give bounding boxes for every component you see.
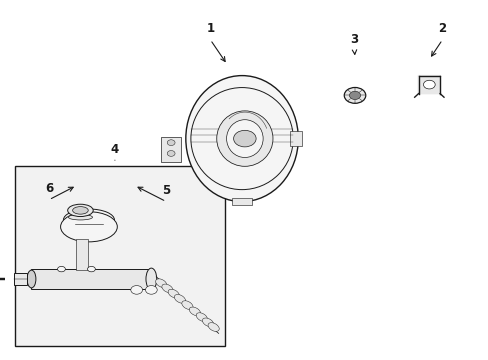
Circle shape [349, 91, 360, 99]
Text: 2: 2 [438, 22, 446, 35]
Ellipse shape [162, 284, 173, 293]
Ellipse shape [27, 270, 36, 288]
Ellipse shape [155, 279, 166, 288]
Text: 5: 5 [162, 184, 170, 197]
Ellipse shape [168, 289, 179, 298]
Ellipse shape [182, 301, 193, 310]
Circle shape [233, 130, 256, 147]
Circle shape [145, 285, 157, 294]
Ellipse shape [68, 215, 92, 220]
Text: 6: 6 [45, 183, 53, 195]
Circle shape [423, 80, 434, 89]
Ellipse shape [174, 294, 185, 303]
Bar [75, 239, 87, 270]
Ellipse shape [146, 268, 156, 290]
Bar [31, 269, 151, 289]
Ellipse shape [67, 204, 93, 217]
Ellipse shape [185, 76, 298, 202]
Ellipse shape [61, 212, 117, 242]
Ellipse shape [58, 266, 65, 272]
Ellipse shape [226, 120, 263, 158]
FancyBboxPatch shape [417, 75, 440, 94]
Ellipse shape [87, 266, 95, 272]
Ellipse shape [202, 318, 213, 327]
Text: 1: 1 [206, 22, 214, 35]
Text: 4: 4 [111, 143, 119, 156]
Circle shape [130, 285, 142, 294]
Ellipse shape [207, 323, 219, 331]
Circle shape [344, 87, 365, 103]
Bar [289, 131, 302, 146]
Ellipse shape [63, 209, 114, 231]
Circle shape [167, 150, 175, 156]
Bar [15, 166, 224, 346]
Bar [161, 137, 181, 162]
Text: 3: 3 [350, 33, 358, 46]
Ellipse shape [216, 111, 272, 166]
Ellipse shape [73, 207, 88, 214]
Ellipse shape [196, 313, 207, 321]
Circle shape [167, 140, 175, 145]
Bar [232, 198, 251, 205]
Ellipse shape [189, 307, 200, 316]
Bar [14, 273, 26, 285]
